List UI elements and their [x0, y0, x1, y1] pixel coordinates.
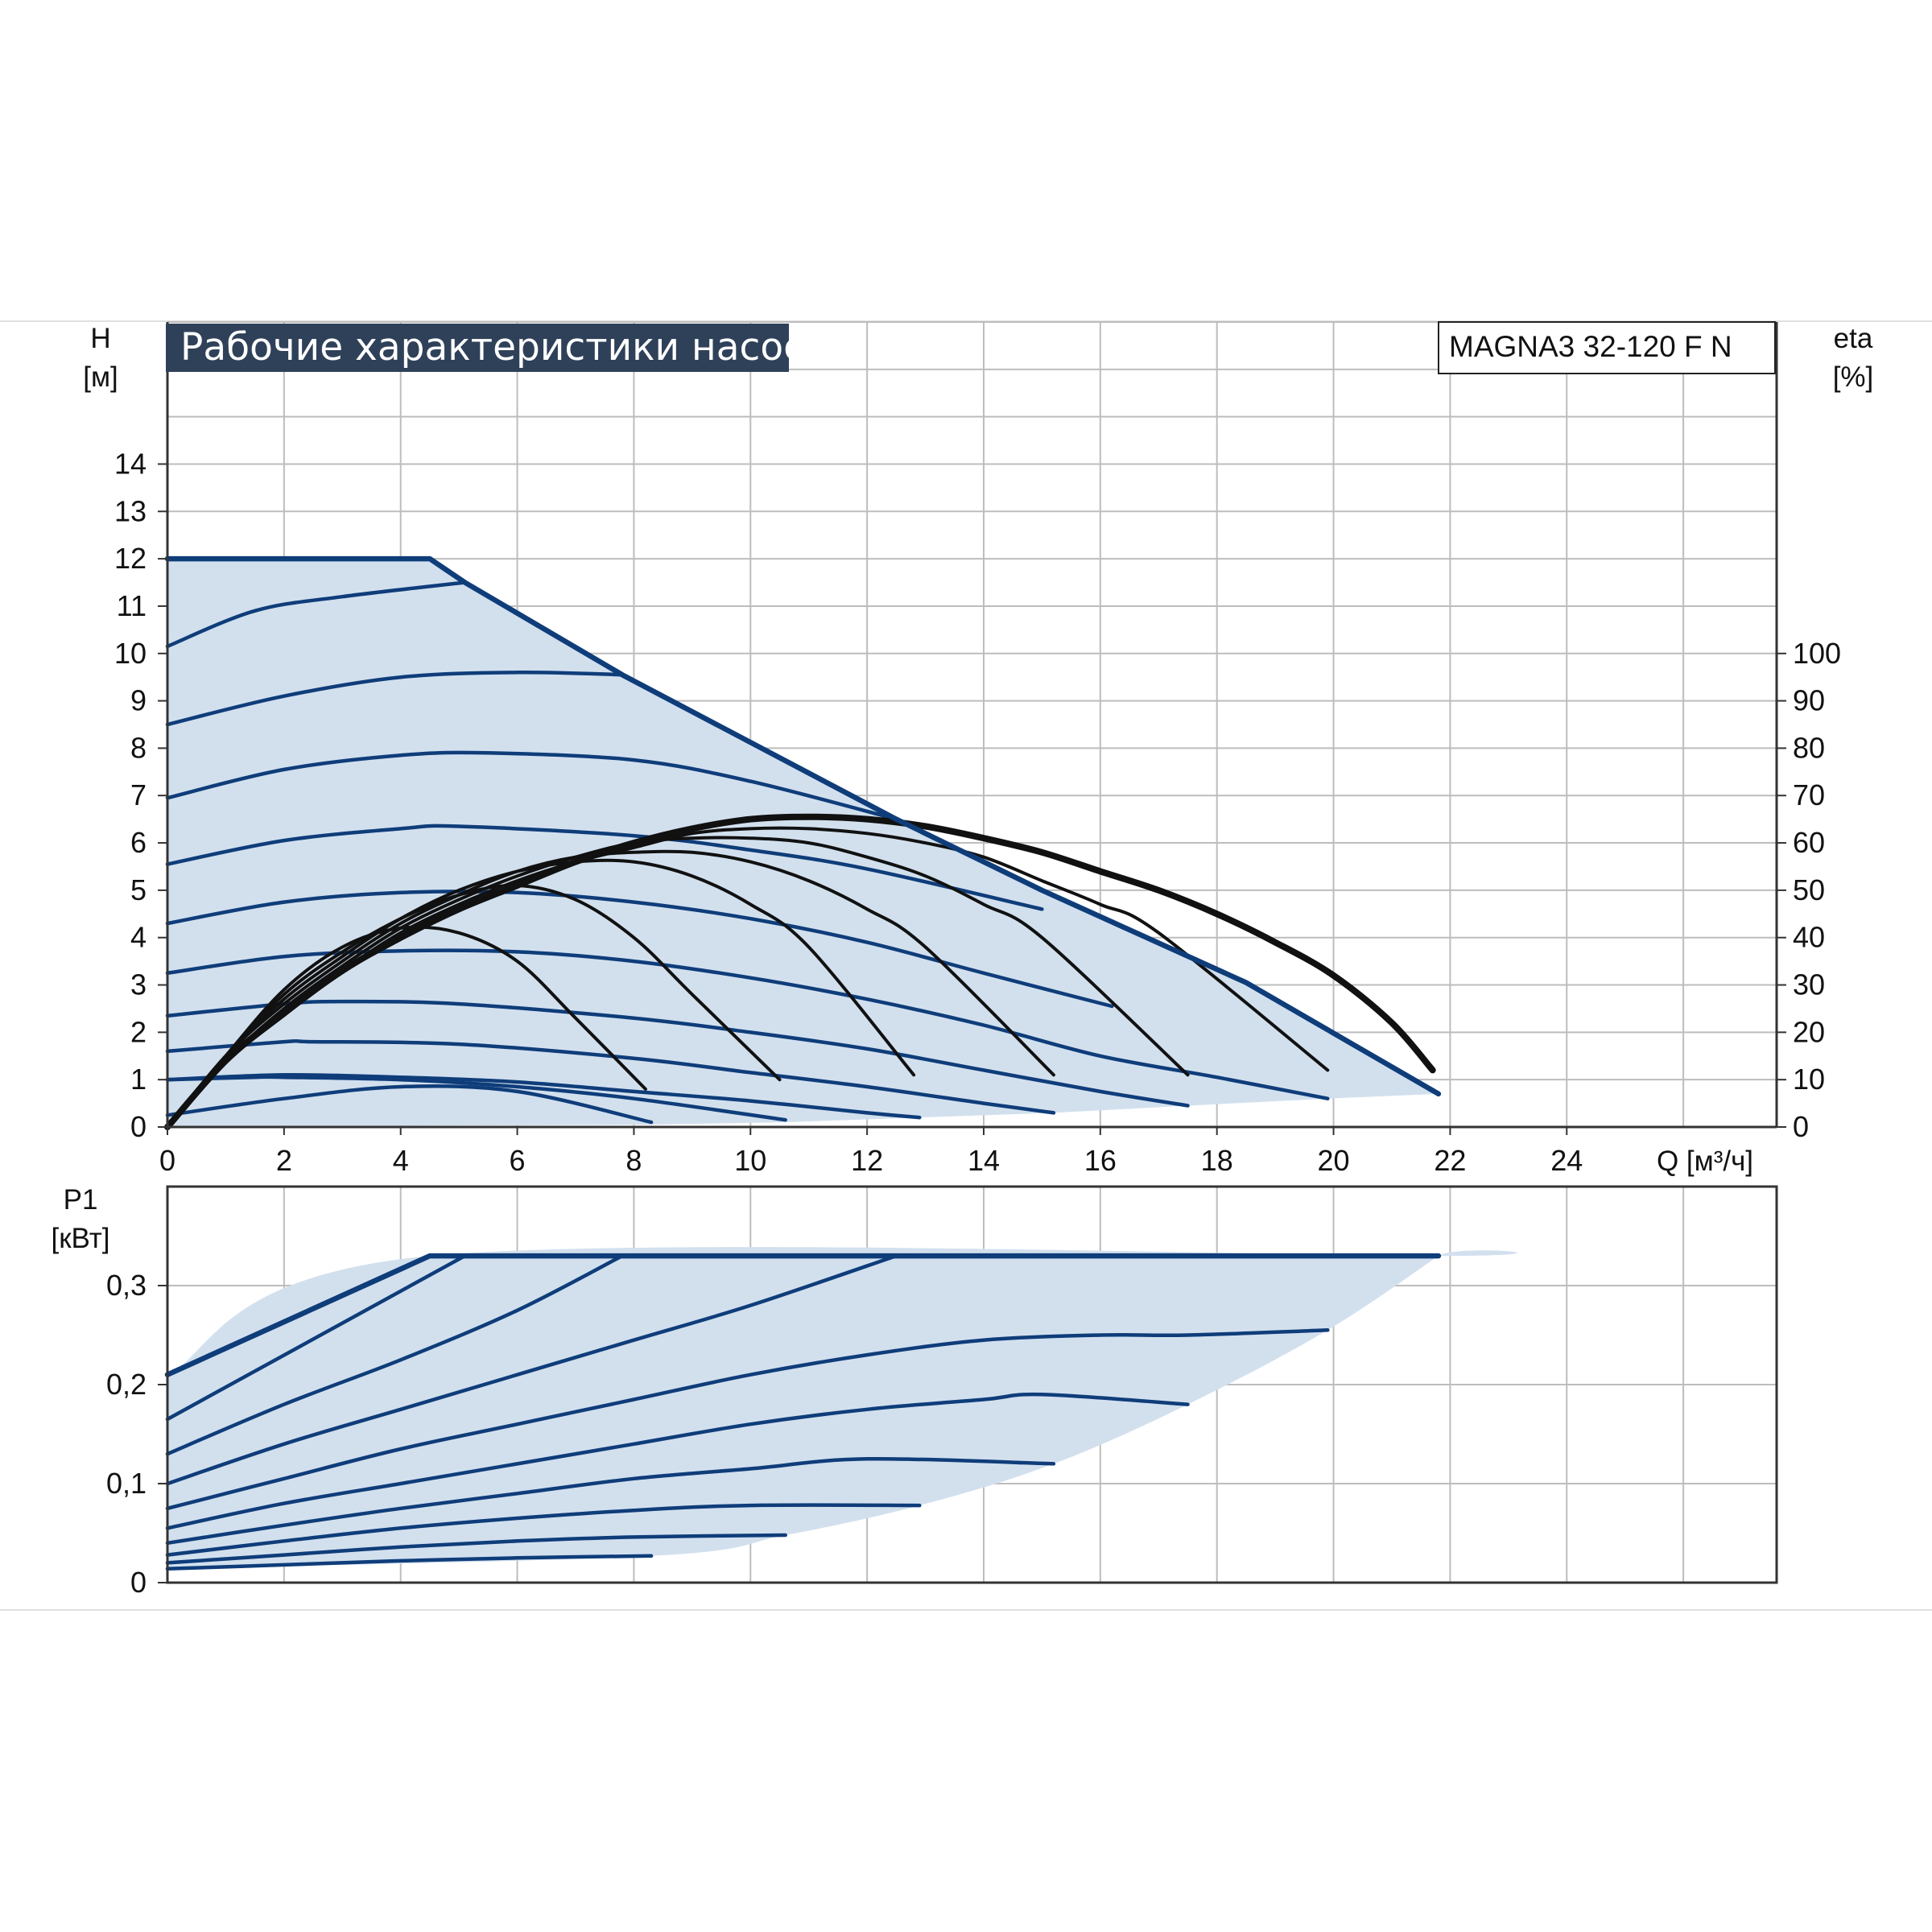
power-speed-curve — [165, 1253, 898, 1486]
x-tick-label: 12 — [851, 1144, 883, 1177]
y-axis-title-p1: P1 — [64, 1184, 98, 1216]
y2-tick-label: 100 — [1793, 637, 1841, 670]
max-power-curve — [164, 1253, 1442, 1377]
power-tick-labels: 0 0,1 0,2 0,3 — [106, 1269, 167, 1599]
y2-axis-unit-eta: [%] — [1833, 361, 1874, 393]
y2-tick-label: 50 — [1793, 873, 1825, 906]
y2-axis-title-eta: eta — [1834, 323, 1873, 354]
y-tick-label: 10 — [114, 637, 147, 670]
head-speed-curve — [165, 1075, 787, 1122]
p1-tick-label: 0 — [130, 1566, 147, 1599]
power-speed-curve — [165, 1253, 467, 1422]
head-speed-curve — [165, 824, 1044, 911]
p1-tick-label: 0,2 — [106, 1368, 147, 1401]
power-speed-curve — [165, 1503, 922, 1557]
y-tick-label: 12 — [114, 542, 147, 575]
power-flow-plot: 0 0,1 0,2 0,3 P1 [кВт] — [52, 1184, 1778, 1599]
y2-tick-label: 90 — [1793, 684, 1825, 717]
max-head-curve — [164, 555, 1442, 1097]
power-region — [167, 1247, 1518, 1569]
head-flow-plot: 0 2 4 6 8 10 12 14 16 18 20 22 240123456789101112131… — [83, 321, 1874, 1177]
power-speed-curve — [165, 1253, 625, 1456]
max-power-line — [164, 1253, 1442, 1377]
efficiency-curve — [164, 813, 1436, 1130]
y-tick-label: 13 — [114, 494, 147, 527]
y-tick-label: 11 — [117, 589, 147, 622]
y2-tick-label: 60 — [1793, 826, 1825, 859]
y-axis-title-h: H — [90, 323, 110, 354]
power-speed-curve — [165, 1554, 654, 1571]
x-tick-label: 6 — [510, 1144, 526, 1177]
x-tick-label: 8 — [625, 1144, 642, 1177]
y-tick-label: 4 — [130, 921, 147, 954]
y2-tick-label: 30 — [1793, 968, 1825, 1001]
p1-tick-label: 0,3 — [106, 1269, 147, 1302]
model-box — [1438, 321, 1776, 374]
head-tick-labels: 0 2 4 6 8 10 12 14 16 18 20 22 240123456789101112131… — [114, 447, 1841, 1177]
head-speed-curve — [165, 999, 1190, 1108]
y-tick-label: 14 — [114, 447, 147, 480]
p1-tick-label: 0,1 — [106, 1467, 147, 1500]
power-region-fill — [167, 1247, 1518, 1569]
y2-tick-label: 80 — [1793, 731, 1825, 764]
x-tick-label: 16 — [1084, 1144, 1117, 1177]
y-tick-label: 0 — [130, 1110, 147, 1143]
y-tick-label: 7 — [130, 778, 147, 811]
head-speed-curve — [165, 1038, 1056, 1115]
x-tick-label: 14 — [968, 1144, 1000, 1177]
head-speed-curve — [165, 670, 625, 727]
y-axis-unit-h: [м] — [83, 361, 118, 393]
head-speed-curve — [165, 580, 467, 649]
y2-tick-label: 0 — [1793, 1110, 1809, 1143]
x-tick-label: 2 — [276, 1144, 292, 1177]
max-head-line — [164, 555, 1442, 1097]
y2-tick-label: 40 — [1793, 921, 1825, 954]
y-tick-label: 9 — [130, 684, 147, 717]
power-speed-curve — [165, 1533, 787, 1565]
head-speed-curves — [165, 580, 1330, 1125]
x-tick-label: 20 — [1318, 1144, 1350, 1177]
chart-title: Рабочие характеристики насоса — [180, 325, 828, 369]
y-tick-label: 6 — [130, 826, 147, 859]
y2-tick-label: 10 — [1793, 1063, 1825, 1096]
y-tick-label: 5 — [130, 873, 147, 906]
power-speed-curve — [165, 1456, 1056, 1546]
y-tick-label: 2 — [130, 1015, 147, 1048]
y2-tick-label: 20 — [1793, 1015, 1825, 1048]
power-speed-curve — [165, 1392, 1190, 1530]
y-tick-label: 8 — [130, 731, 147, 764]
model-label: MAGNA3 32-120 F N — [1449, 330, 1732, 363]
x-tick-label: 24 — [1550, 1144, 1583, 1177]
head-speed-curve — [165, 1072, 922, 1120]
x-axis-title-q: Q [м³/ч] — [1657, 1146, 1753, 1177]
x-tick-label: 22 — [1434, 1144, 1466, 1177]
y2-tick-label: 70 — [1793, 778, 1825, 811]
power-speed-curve — [165, 1328, 1330, 1511]
x-tick-label: 10 — [734, 1144, 766, 1177]
head-speed-curve — [165, 1084, 654, 1125]
title-box — [166, 324, 789, 372]
head-frame — [166, 322, 1778, 1129]
head-speed-curve — [165, 890, 1114, 1009]
power-speed-curves — [165, 1253, 1330, 1571]
y-tick-label: 1 — [130, 1063, 147, 1096]
head-speed-curve — [165, 750, 898, 821]
y-tick-label: 3 — [130, 968, 147, 1001]
x-tick-label: 18 — [1201, 1144, 1233, 1177]
x-tick-label: 0 — [159, 1144, 175, 1177]
efficiency-curves — [164, 813, 1436, 1130]
y-axis-unit-p1: [кВт] — [52, 1223, 110, 1254]
x-tick-label: 4 — [393, 1144, 409, 1177]
